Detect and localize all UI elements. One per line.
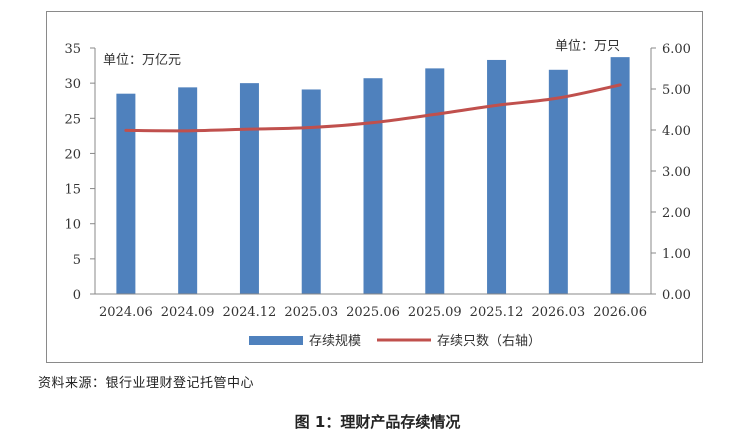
legend: 存续规模 存续只数（右轴） [249,334,541,349]
left-axis-unit-label: 单位：万亿元 [103,53,181,68]
left-tick-label: 0 [73,288,81,303]
right-tick-label: 4.00 [662,124,691,139]
bar [425,68,445,294]
left-axis: 0 5 10 15 20 25 30 35 [64,42,96,303]
right-tick-label: 2.00 [662,206,691,221]
x-tick-label: 2025.09 [408,305,462,320]
left-tick-label: 25 [64,112,81,127]
figure-caption: 图 1：理财产品存续情况 [294,413,461,431]
chart-frame: 0 5 10 15 20 25 30 35 0.00 1.00 2.00 3.00 4.00 5.00 6… [46,11,703,363]
legend-label-bar: 存续规模 [309,334,361,349]
right-axis-unit-label: 单位：万只 [555,39,620,54]
x-tick-label: 2024.06 [99,305,153,320]
left-tick-label: 20 [64,147,81,162]
right-tick-label: 0.00 [662,288,691,303]
line-path [124,83,622,133]
right-tick-label: 5.00 [662,83,691,98]
bar [301,89,321,295]
x-axis: 2024.06 2024.09 2024.12 2025.03 2025.06 2025.… [95,293,651,320]
x-tick-label: 2025.12 [470,305,524,320]
source-note: 资料来源：银行业理财登记托管中心 [38,376,255,391]
x-tick-label: 2026.06 [593,305,647,320]
legend-swatch-bar [249,336,303,345]
left-tick-label: 5 [73,253,81,268]
legend-label-line: 存续只数（右轴） [437,334,541,349]
bar [178,87,198,294]
x-tick-label: 2025.06 [346,305,400,320]
bar [548,69,568,294]
line-series [124,83,622,133]
right-tick-label: 1.00 [662,247,691,262]
left-tick-label: 10 [64,218,81,233]
bar-series [116,57,630,295]
left-tick-label: 35 [64,42,81,57]
left-tick-label: 30 [64,77,81,92]
right-tick-label: 3.00 [662,165,691,180]
x-tick-label: 2024.12 [223,305,277,320]
x-tick-label: 2025.03 [284,305,338,320]
right-axis: 0.00 1.00 2.00 3.00 4.00 5.00 6.00 [650,42,691,303]
bar [610,57,630,294]
bar [116,93,136,294]
bar [487,59,507,294]
x-tick-label: 2024.09 [161,305,215,320]
bar [363,78,383,294]
chart: 0 5 10 15 20 25 30 35 0.00 1.00 2.00 3.00 4.00 5.00 6… [64,39,691,349]
left-tick-label: 15 [64,183,81,198]
bar [239,83,259,295]
x-tick-label: 2026.03 [531,305,585,320]
right-tick-label: 6.00 [662,42,691,57]
